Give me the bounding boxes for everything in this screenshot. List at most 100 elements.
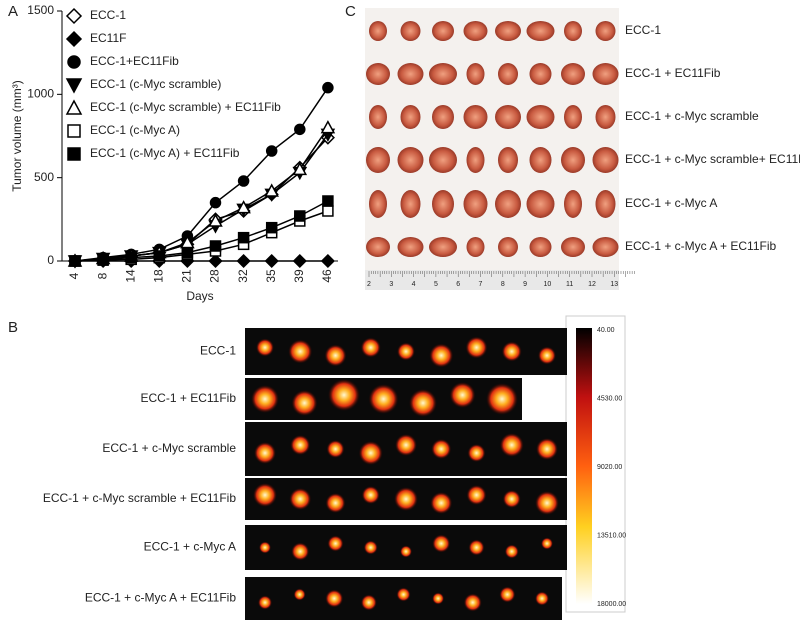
x-tick-label: 14	[123, 269, 137, 283]
tumor	[397, 147, 424, 173]
tumor	[529, 147, 552, 173]
panel-label: A	[8, 3, 18, 20]
signal	[538, 346, 556, 365]
tumor	[369, 105, 387, 129]
ruler-label: 5	[434, 281, 438, 288]
tumor	[432, 21, 454, 41]
tumor	[498, 237, 518, 257]
tumor	[564, 21, 582, 41]
ruler-label: 13	[610, 281, 618, 288]
signal	[465, 336, 488, 359]
y-tick-label: 500	[34, 170, 54, 184]
ruler-label: 3	[389, 281, 393, 288]
data-point	[322, 205, 334, 217]
ruler-label: 12	[588, 281, 596, 288]
tumor	[369, 190, 387, 218]
y-tick-label: 0	[47, 253, 54, 267]
tumor	[564, 190, 582, 218]
tumor	[397, 237, 424, 257]
tumor	[561, 147, 585, 173]
signal	[289, 488, 312, 510]
x-tick-label: 18	[151, 269, 165, 283]
tumor	[366, 147, 390, 173]
tumor	[463, 190, 488, 218]
x-tick-label: 8	[95, 272, 109, 279]
signal	[432, 592, 445, 605]
tumor	[592, 63, 619, 85]
data-point	[322, 195, 334, 207]
signal	[363, 540, 378, 555]
legend-marker	[65, 99, 83, 115]
data-point	[125, 251, 137, 264]
signal	[499, 586, 516, 603]
signal	[324, 344, 347, 367]
signal	[466, 485, 487, 505]
signal	[360, 337, 381, 358]
series-line	[74, 127, 329, 262]
x-tick-label: 39	[292, 269, 306, 283]
data-point	[153, 250, 166, 262]
series-line	[74, 87, 329, 262]
signal	[253, 483, 277, 507]
signal	[394, 487, 418, 511]
row-label: ECC-1 + EC11Fib	[625, 66, 721, 80]
signal	[429, 343, 454, 368]
tumor	[526, 190, 555, 218]
row-label: ECC-1 + c-Myc A	[625, 196, 717, 210]
signal	[395, 434, 417, 456]
legend-marker	[67, 147, 81, 161]
legend-label: ECC-1 (c-Myc A) + EC11Fib	[90, 146, 240, 160]
tumor	[529, 63, 552, 85]
series-line	[74, 210, 329, 262]
signal	[431, 439, 452, 459]
legend-label: ECC-1 (c-Myc scramble)	[90, 77, 221, 91]
colorbar-label: 4530.00	[597, 395, 622, 402]
legend-label: ECC-1 (c-Myc A)	[90, 123, 180, 137]
row-label: ECC-1	[200, 344, 236, 358]
panel-label: B	[8, 319, 18, 336]
signal	[326, 440, 345, 458]
data-point	[320, 253, 335, 269]
legend-marker	[67, 124, 81, 138]
row-label: ECC-1 + c-Myc A + EC11Fib	[85, 591, 236, 605]
signal	[251, 385, 279, 413]
tumor	[595, 190, 616, 218]
tumor	[463, 105, 488, 129]
legend-label: ECC-1 (c-Myc scramble) + EC11Fib	[90, 100, 281, 114]
tumor	[561, 237, 585, 257]
row-label: ECC-1 + c-Myc A + EC11Fib	[625, 239, 776, 253]
tumor	[564, 105, 582, 129]
tumor	[526, 105, 555, 129]
x-tick-label: 28	[208, 269, 222, 283]
y-tick-label: 1500	[27, 3, 54, 17]
tumor	[466, 63, 485, 85]
legend-marker	[67, 55, 81, 69]
tumor	[529, 237, 552, 257]
legend-label: ECC-1+EC11Fib	[90, 54, 179, 68]
data-point	[97, 253, 109, 266]
ruler	[365, 270, 619, 290]
signal	[502, 490, 521, 508]
signal	[259, 541, 271, 554]
signal	[535, 491, 559, 515]
signal	[430, 492, 453, 514]
colorbar-frame	[565, 315, 626, 613]
signal	[325, 589, 344, 608]
legend-label: ECC-1	[90, 8, 126, 22]
signal	[536, 438, 558, 460]
tumor	[429, 63, 457, 85]
data-point	[265, 145, 278, 157]
data-point	[236, 200, 251, 214]
signal	[325, 493, 346, 513]
tumor	[495, 21, 521, 41]
ruler-label: 8	[501, 281, 505, 288]
tumor	[595, 105, 616, 129]
tumor	[369, 21, 387, 41]
signal	[291, 390, 318, 416]
signal	[463, 593, 482, 612]
signal	[397, 342, 415, 361]
data-point	[209, 240, 222, 252]
tumor	[498, 147, 518, 173]
x-tick-label: 4	[67, 272, 81, 279]
data-point	[265, 221, 278, 234]
